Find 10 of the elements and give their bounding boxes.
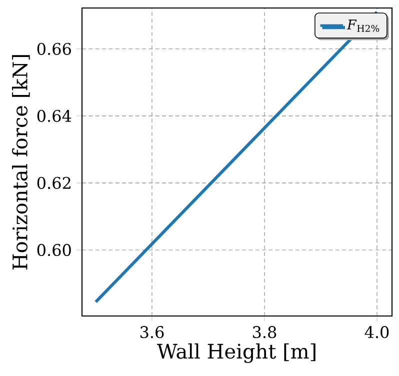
y-tick-label: 0.60 <box>37 244 71 256</box>
x-axis-title: Wall Height [m] <box>157 343 316 363</box>
x-tick-label: 3.6 <box>140 326 164 338</box>
x-tick-label: 3.8 <box>252 326 276 338</box>
y-tick-label: 0.66 <box>37 42 71 55</box>
y-tick-label: 0.62 <box>37 176 70 189</box>
x-tick-label: 4.0 <box>364 326 389 338</box>
y-axis-title: Horizontal force [kN] <box>12 55 30 270</box>
y-tick-label: 0.64 <box>37 110 72 122</box>
legend-label: F$_{H2%}$ <box>346 20 380 32</box>
